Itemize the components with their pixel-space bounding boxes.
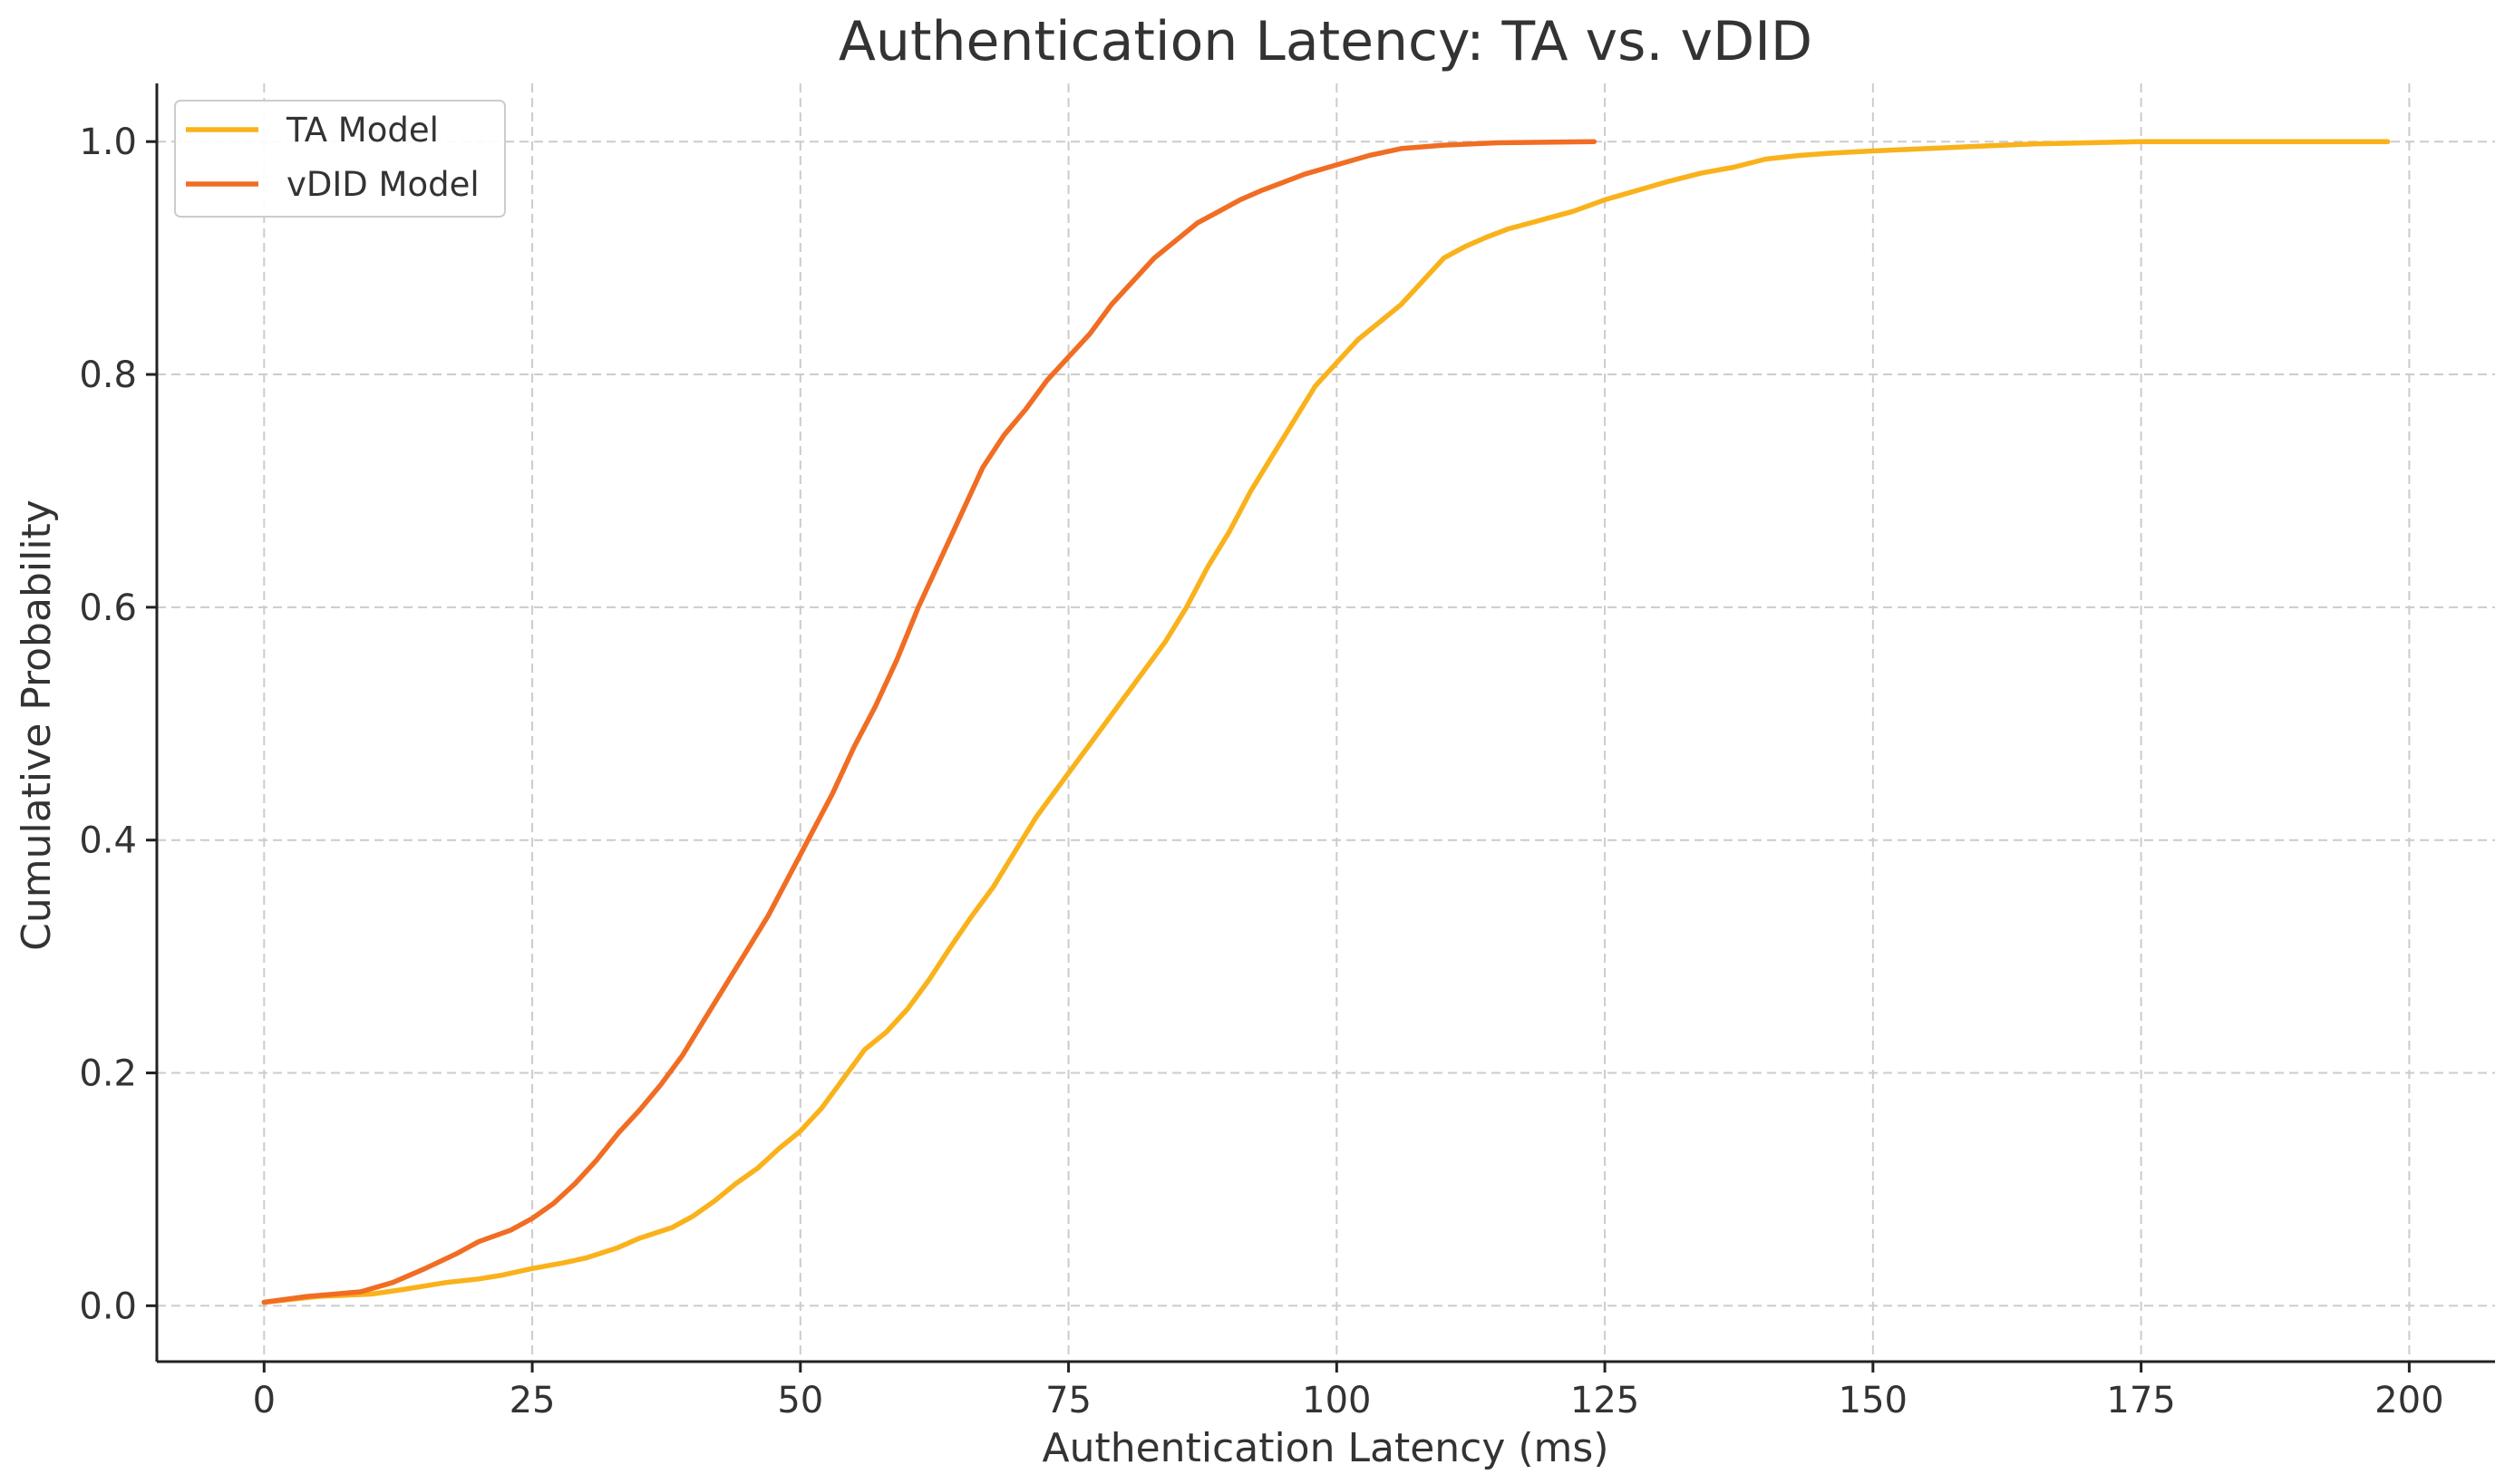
x-tick-label: 50 (777, 1380, 823, 1421)
y-tick-label: 0.8 (79, 354, 137, 396)
series-lines (261, 139, 2391, 1305)
grid-lines (157, 83, 2495, 1362)
series-line-vdid (261, 139, 1597, 1305)
legend-label-ta: TA Model (286, 111, 439, 150)
x-axis-title: Authentication Latency (ms) (1042, 1425, 1608, 1471)
x-tick-label: 125 (1570, 1380, 1639, 1421)
x-tick-label: 100 (1302, 1380, 1371, 1421)
y-tick-label: 0.2 (79, 1053, 137, 1095)
y-axis-title: Cumulative Probability (14, 500, 60, 951)
axes (146, 83, 2495, 1372)
y-tick-label: 0.4 (79, 820, 137, 862)
x-tick-label: 150 (1839, 1380, 1908, 1421)
legend: TA Model vDID Model (174, 100, 506, 218)
y-tick-label: 0.6 (79, 587, 137, 629)
x-tick-label: 75 (1045, 1380, 1092, 1421)
chart-title: Authentication Latency: TA vs. vDID (839, 10, 1812, 73)
x-tick-label: 175 (2106, 1380, 2175, 1421)
tick-labels: 0 25 50 75 100 125 150 175 200 0.0 0.2 0.4 0.6 0.8 1.0 (79, 121, 2443, 1421)
x-tick-label: 0 (253, 1380, 276, 1421)
y-tick-label: 0.0 (79, 1285, 137, 1327)
y-tick-label: 1.0 (79, 121, 137, 163)
legend-label-vdid: vDID Model (286, 165, 480, 204)
x-tick-label: 25 (510, 1380, 556, 1421)
series-line-ta (261, 139, 2391, 1305)
x-tick-label: 200 (2374, 1380, 2443, 1421)
